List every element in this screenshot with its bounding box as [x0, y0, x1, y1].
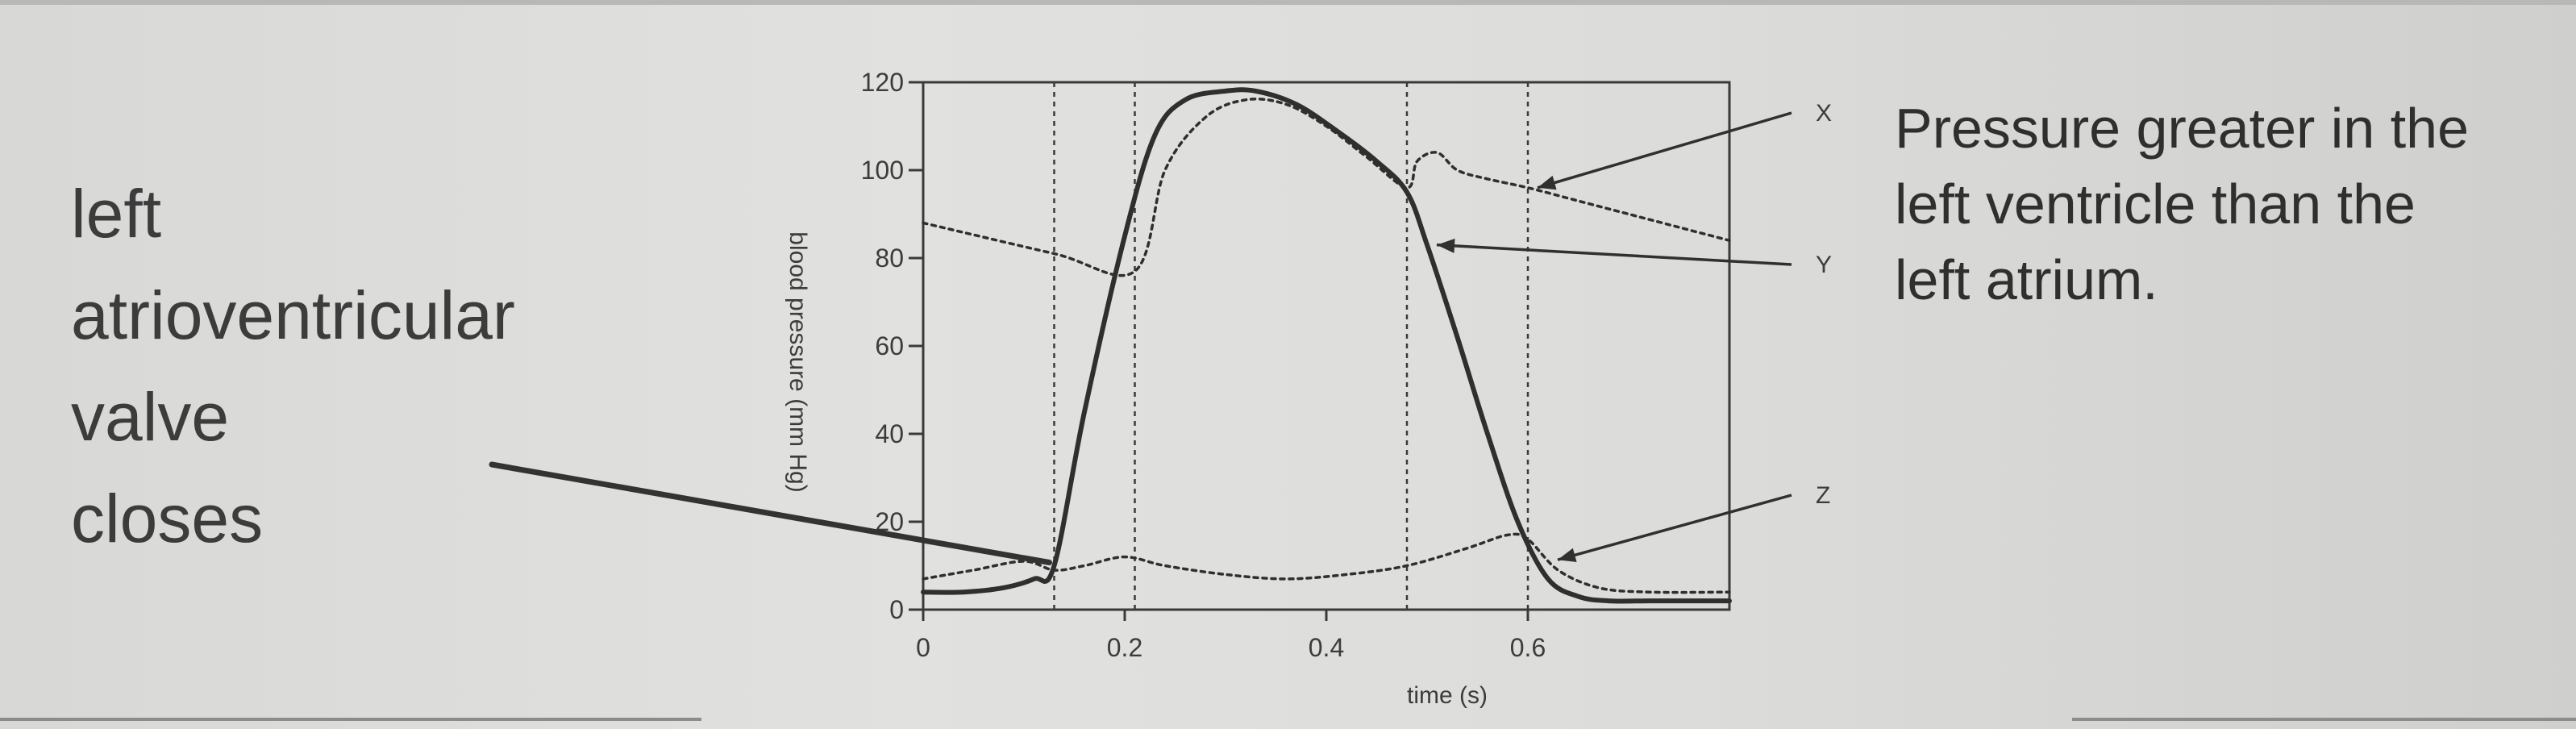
pressure-note-line-3: left atrium. [1895, 248, 2158, 311]
annotation-arrowhead-y [1437, 238, 1455, 253]
annotation-arrow-z [1557, 494, 1792, 561]
annotation-letter-y: Y [1816, 252, 1832, 278]
series-ventricular-pressure [921, 87, 1732, 604]
valve-annotation-line-1: left [71, 176, 162, 252]
bottom-rule-left [0, 718, 701, 721]
y-tick-label: 80 [875, 244, 904, 273]
annotation-letter-z: Z [1816, 482, 1830, 509]
photo-top-edge [0, 0, 2576, 5]
valve-annotation-text: left atrioventricular valve closes [71, 163, 587, 569]
y-tick-label: 120 [861, 68, 904, 97]
annotation-arrow-y [1436, 243, 1792, 266]
y-tick-label: 100 [861, 156, 904, 185]
valve-closure-pointer-line [489, 461, 1052, 565]
bottom-rule-right [2072, 718, 2576, 721]
x-tick-label: 0.6 [1510, 633, 1546, 662]
chart-annotations: X Y Z [489, 100, 1832, 565]
annotation-arrow-x [1537, 111, 1792, 190]
x-tick-label: 0 [916, 633, 930, 662]
y-tick-label: 60 [875, 331, 904, 360]
annotation-arrowhead-x [1538, 175, 1557, 190]
annotation-letter-x: X [1816, 100, 1832, 127]
pressure-note-line-2: left ventricle than the [1895, 173, 2416, 235]
series-atrial-pressure [922, 532, 1731, 594]
valve-annotation-line-3: valve [71, 379, 230, 455]
pressure-note-text: Pressure greater in the left ventricle t… [1895, 90, 2556, 318]
x-axis-label: time (s) [1407, 682, 1488, 709]
valve-annotation-line-4: closes [71, 481, 264, 556]
y-axis-label: blood pressure (mm Hg) [784, 231, 811, 492]
annotation-arrowhead-z [1558, 548, 1577, 562]
x-tick-label: 0.4 [1309, 633, 1344, 662]
x-tick-label: 0.2 [1107, 633, 1142, 662]
y-tick-label: 40 [875, 419, 904, 448]
chart-series [921, 87, 1732, 604]
chart-vertical-markers [1053, 82, 1529, 610]
pressure-note-line-1: Pressure greater in the [1895, 97, 2470, 160]
series-aortic-pressure [922, 97, 1731, 277]
plot-frame [922, 81, 1731, 611]
valve-annotation-line-2: atrioventricular [71, 277, 515, 353]
y-tick-label: 0 [889, 595, 904, 624]
